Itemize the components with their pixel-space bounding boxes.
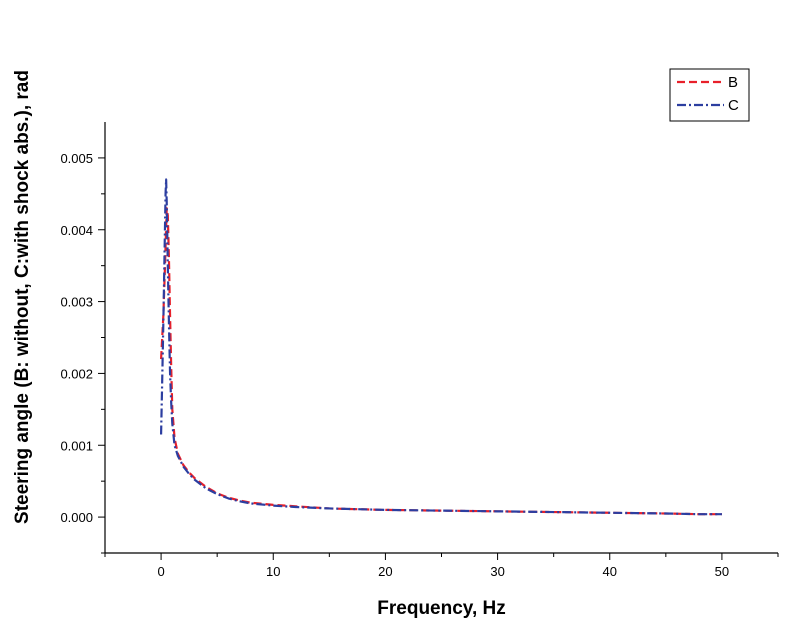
- y-tick-label: 0.000: [60, 510, 93, 525]
- x-tick-label: 10: [266, 564, 280, 579]
- y-axis-ticks: 0.000 0.001 0.002 0.003 0.004 0.005: [60, 151, 105, 554]
- y-tick-label: 0.005: [60, 151, 93, 166]
- x-axis-ticks: 0 10 20 30 40 50: [104, 553, 779, 579]
- legend: B C: [669, 68, 750, 122]
- x-tick-label: 30: [490, 564, 504, 579]
- series-line-c: [159, 178, 722, 516]
- legend-label-b: B: [728, 74, 738, 91]
- x-axis-title: Frequency, Hz: [377, 598, 505, 619]
- y-axis-title: Steering angle (B: without, C:with shock…: [12, 70, 33, 524]
- legend-box: [669, 68, 750, 122]
- axes: [104, 122, 778, 554]
- x-tick-label: 50: [715, 564, 729, 579]
- series-group: [159, 178, 722, 516]
- y-tick-label: 0.002: [60, 366, 93, 381]
- x-tick-label: 20: [378, 564, 392, 579]
- x-tick-label: 0: [157, 564, 164, 579]
- y-tick-label: 0.003: [60, 295, 93, 310]
- series-line-b: [159, 207, 722, 516]
- x-tick-label: 40: [603, 564, 617, 579]
- legend-label-c: C: [728, 97, 739, 114]
- y-tick-label: 0.001: [60, 438, 93, 453]
- y-tick-label: 0.004: [60, 223, 93, 238]
